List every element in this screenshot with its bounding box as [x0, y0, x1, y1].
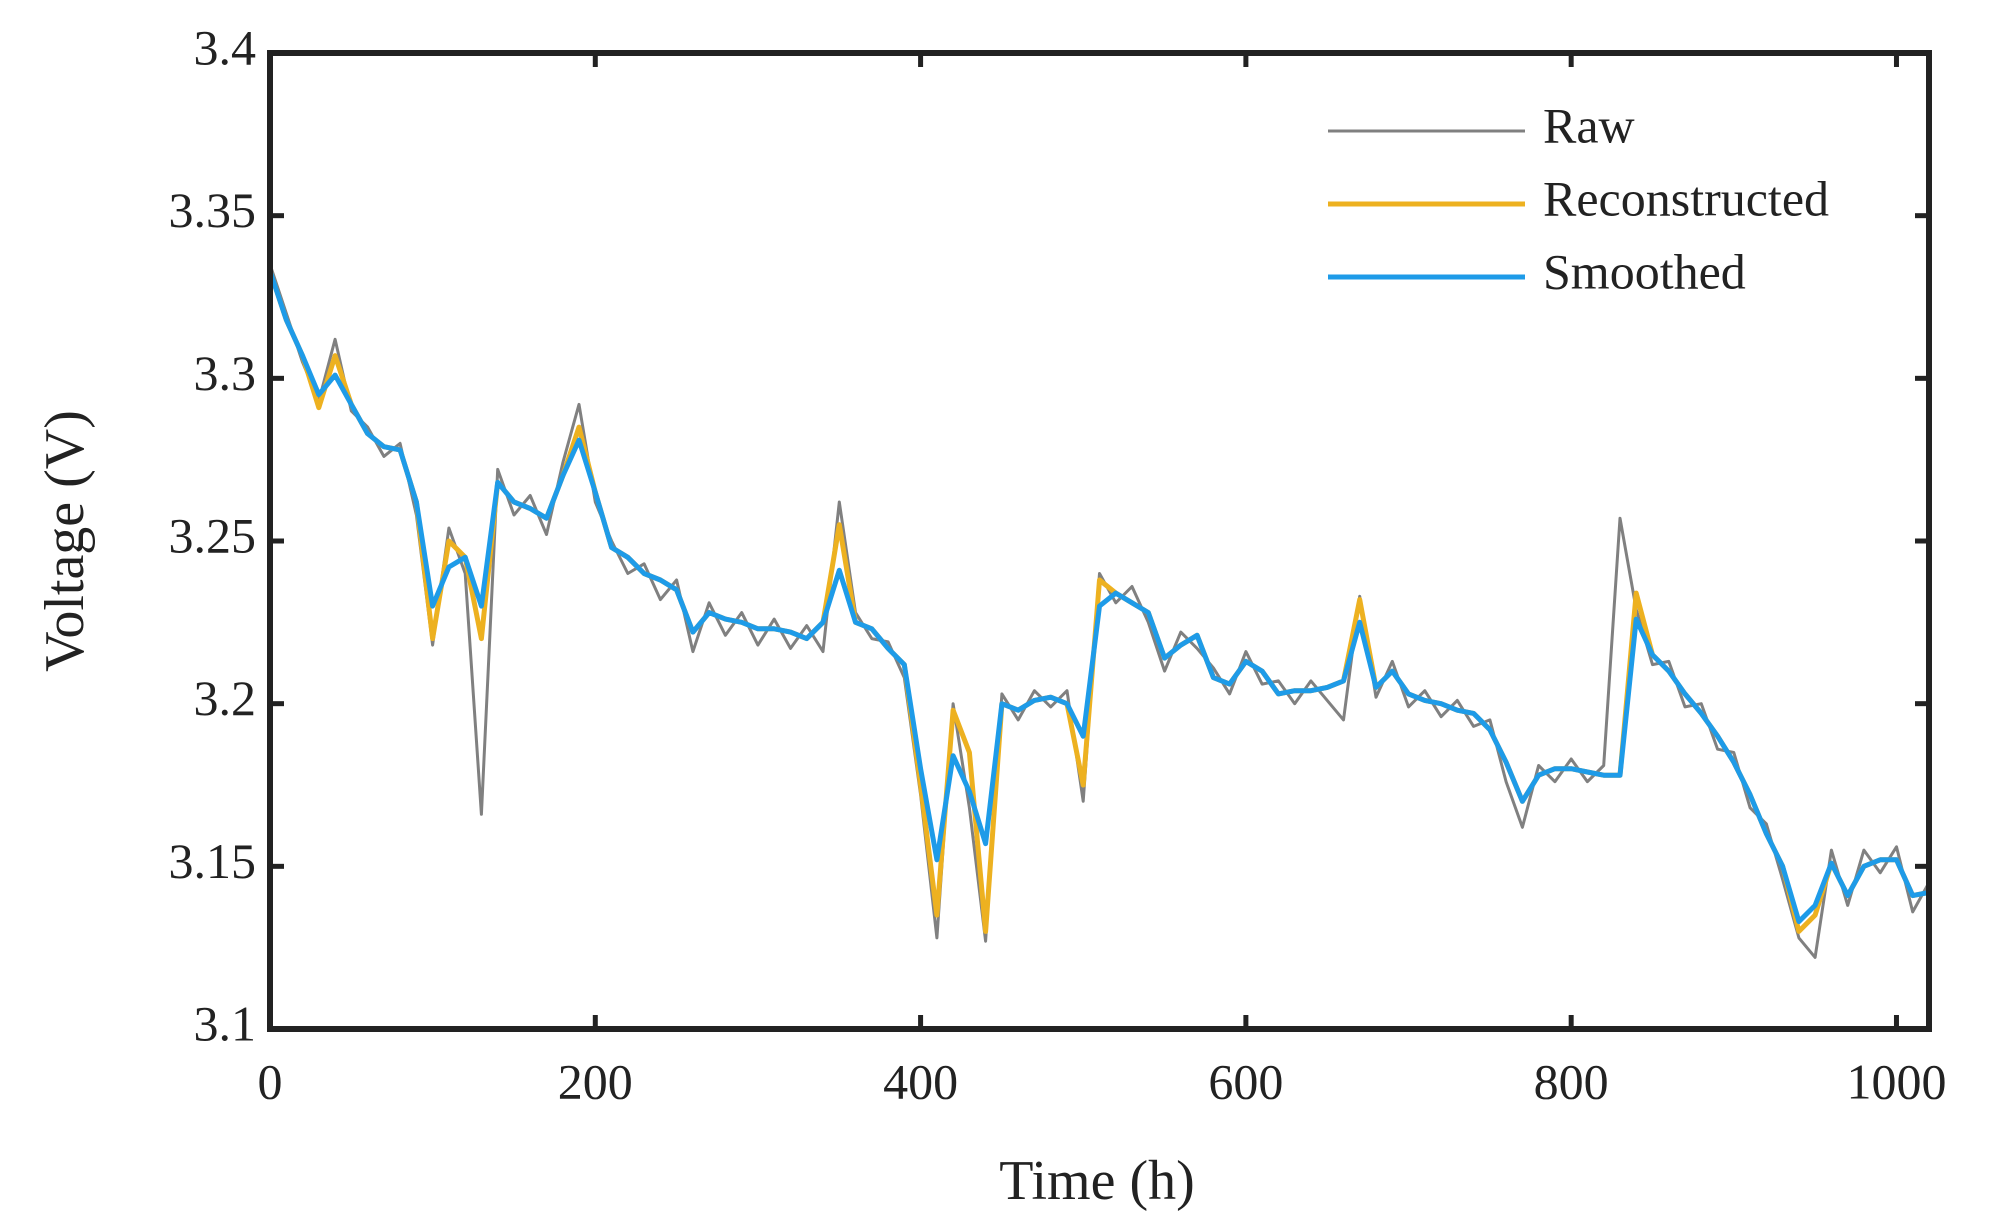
- y-tick-label: 3.15: [169, 833, 257, 889]
- x-tick-label: 0: [258, 1053, 283, 1109]
- y-tick-label: 3.25: [169, 507, 257, 563]
- x-axis-label: Time (h): [999, 1150, 1195, 1212]
- x-tick-label: 800: [1534, 1053, 1609, 1109]
- legend-label: Raw: [1543, 97, 1635, 153]
- y-tick-label: 3.4: [194, 19, 257, 75]
- series-line: [267, 270, 1930, 925]
- legend-label: Reconstructed: [1543, 170, 1829, 226]
- x-tick-label: 400: [883, 1053, 958, 1109]
- legend-label: Smoothed: [1543, 243, 1746, 299]
- x-tick-label: 600: [1208, 1053, 1283, 1109]
- series-line: [268, 264, 1931, 959]
- y-tick-label: 3.1: [194, 995, 257, 1051]
- x-tick-label: 1000: [1846, 1053, 1946, 1109]
- y-tick-label: 3.3: [194, 345, 257, 401]
- x-tick-label: 200: [558, 1053, 633, 1109]
- y-tick-label: 3.35: [169, 182, 257, 238]
- y-axis-label: Voltage (V): [34, 410, 96, 672]
- series-line: [267, 270, 1930, 934]
- plot-frame: [267, 50, 1932, 1032]
- y-tick-label: 3.2: [194, 670, 257, 726]
